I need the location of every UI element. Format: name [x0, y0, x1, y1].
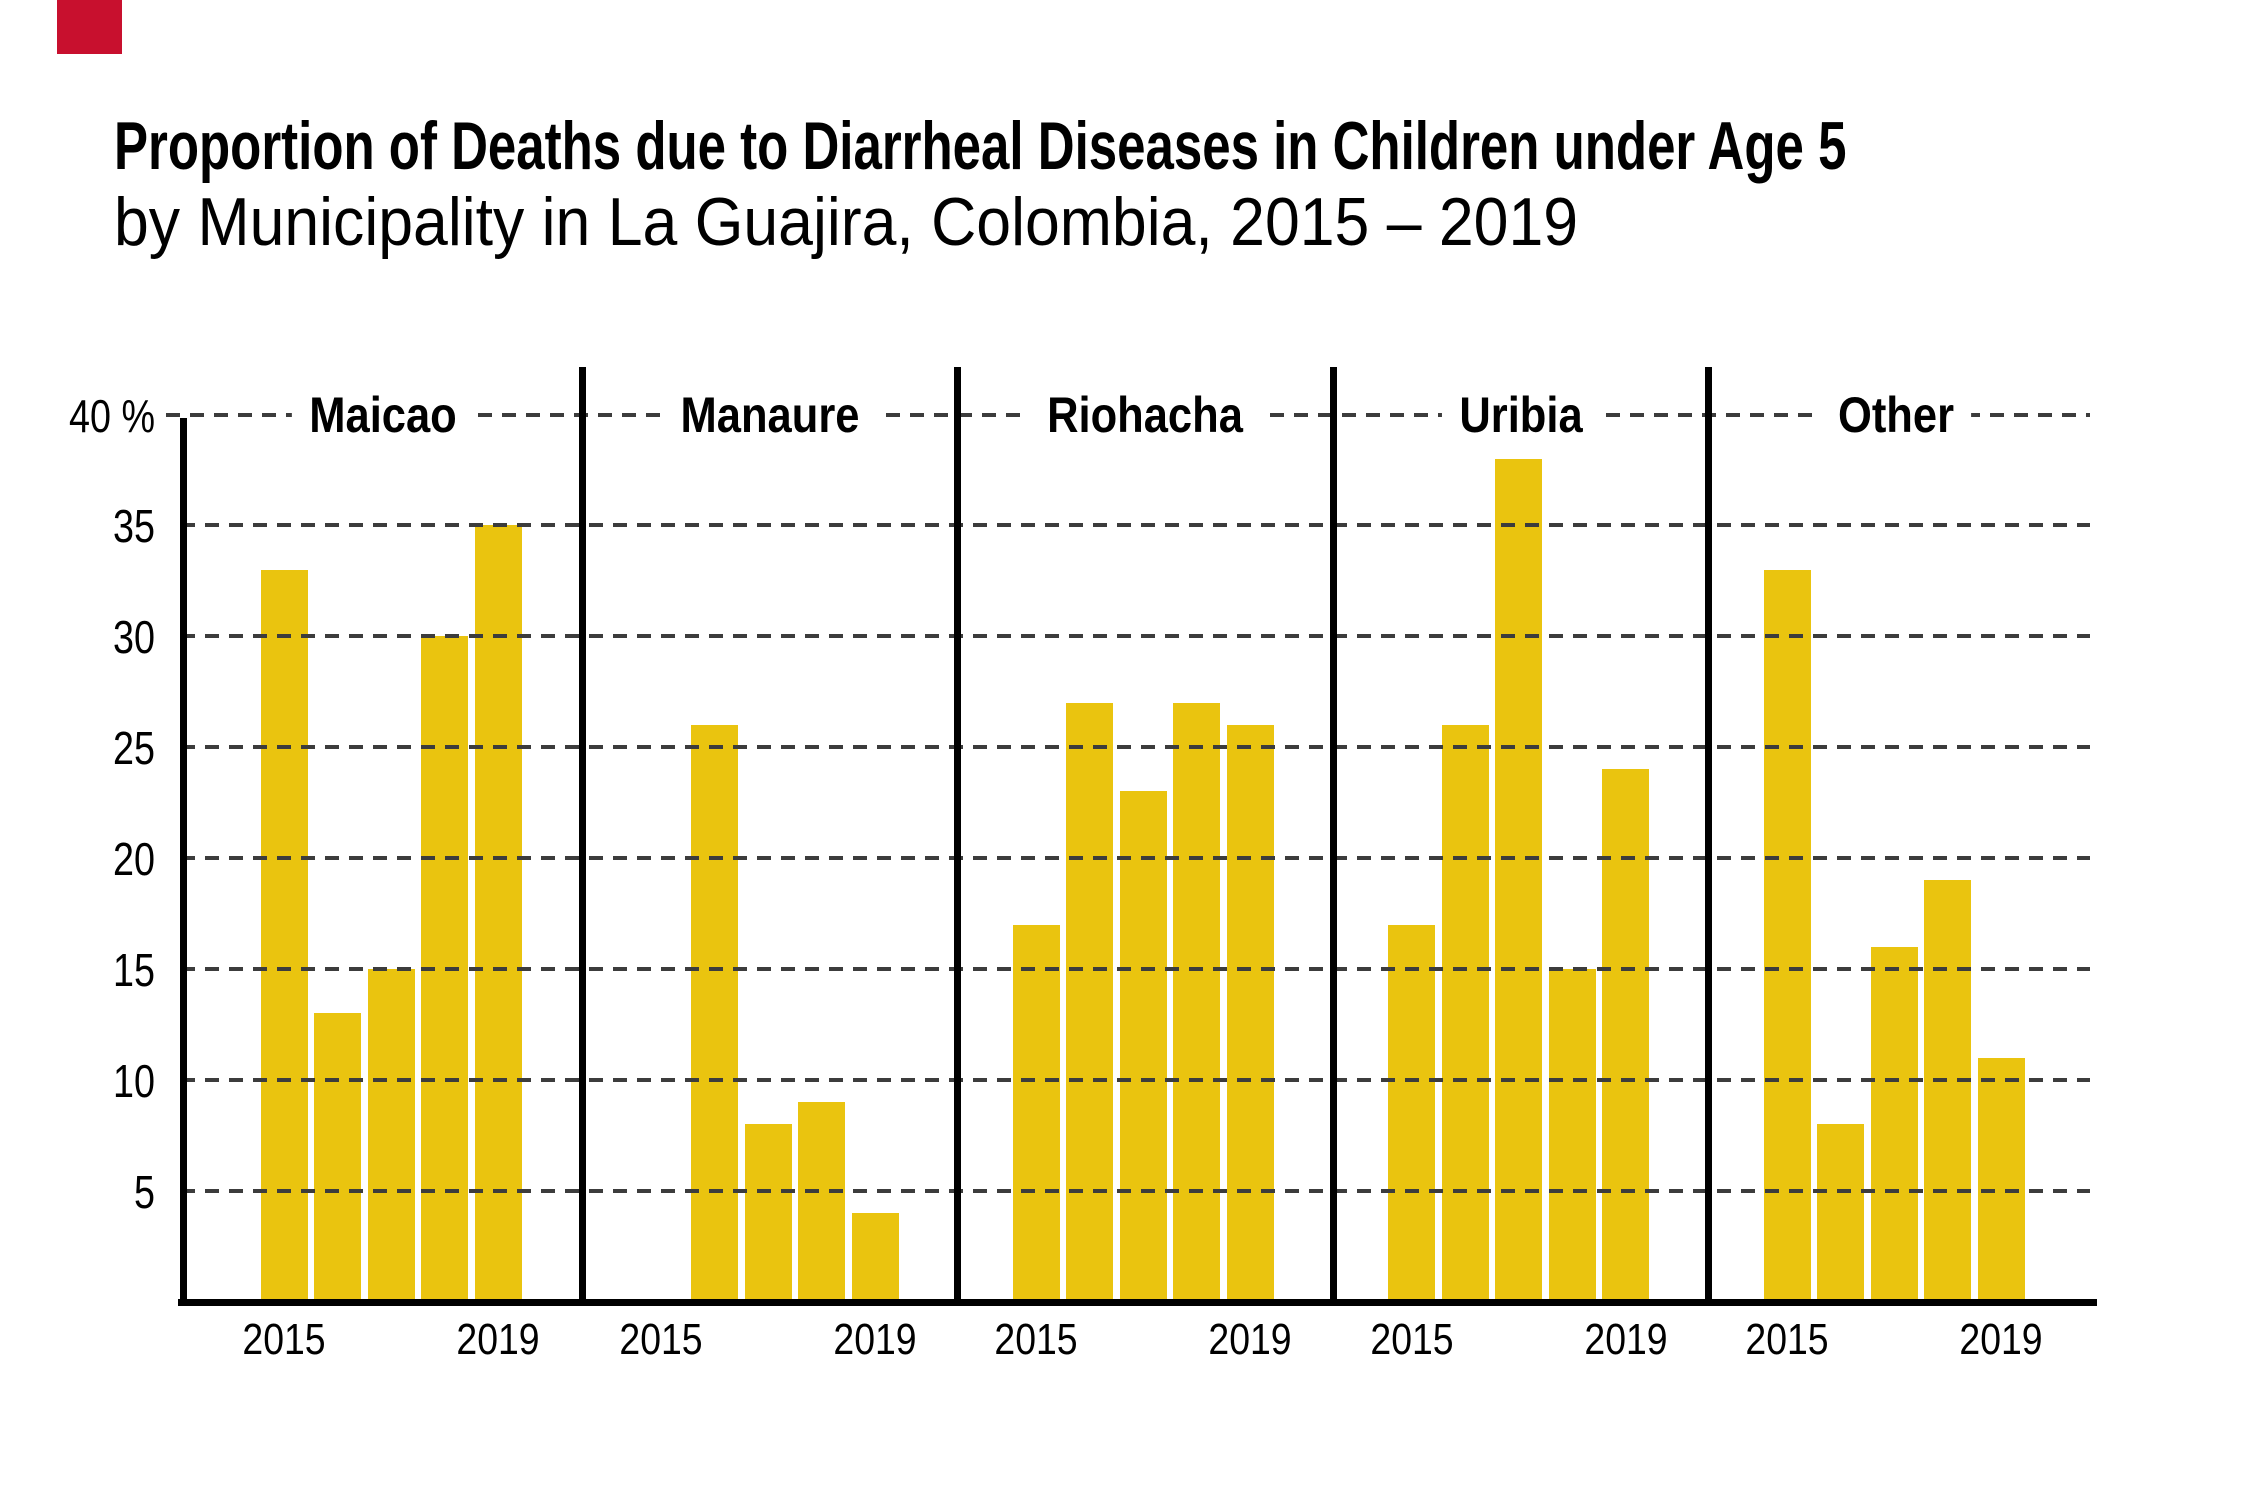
panel-separator	[578, 367, 586, 1306]
bar-uribia-2018	[1548, 968, 1596, 1300]
bar-other-2017	[1870, 946, 1918, 1300]
y-tick-label-10: 10	[113, 1054, 155, 1107]
bar-uribia-2017	[1495, 458, 1543, 1300]
bar-uribia-2016	[1441, 724, 1489, 1300]
y-tick-label-35: 35	[113, 500, 155, 553]
gridline-20	[181, 856, 2090, 860]
x-tick-uribia-2015: 2015	[1369, 1315, 1454, 1364]
y-tick-label-15: 15	[113, 943, 155, 996]
bar-uribia-2015	[1388, 924, 1435, 1300]
bar-riohacha-2015	[1012, 924, 1060, 1300]
bar-riohacha-2016	[1066, 702, 1114, 1300]
brand-logo-square	[57, 0, 122, 54]
panel-separator	[1705, 367, 1712, 1306]
x-tick-riohacha-2019: 2019	[1208, 1315, 1292, 1364]
bar-other-2015	[1763, 569, 1811, 1300]
bar-manaure-2018	[798, 1101, 846, 1300]
y-axis-line	[180, 418, 187, 1306]
gridline-10	[181, 1077, 2090, 1082]
gridline-25	[181, 745, 2090, 750]
bar-manaure-2019	[851, 1212, 899, 1300]
y-tick-label-25: 25	[113, 722, 155, 775]
y-tick-label-40: 40 %	[69, 389, 155, 442]
bar-uribia-2019	[1602, 769, 1650, 1300]
x-tick-riohacha-2015: 2015	[994, 1315, 1078, 1364]
x-tick-maicao-2019: 2019	[456, 1315, 540, 1364]
x-tick-manaure-2015: 2015	[619, 1315, 703, 1364]
chart-title: Proportion of Deaths due to Diarrheal Di…	[114, 108, 1847, 184]
x-tick-manaure-2019: 2019	[833, 1315, 917, 1364]
panel-separator	[1329, 367, 1337, 1306]
bar-maicao-2016	[314, 1013, 362, 1300]
bar-maicao-2015	[260, 569, 308, 1300]
x-axis-baseline	[178, 1299, 2097, 1306]
panel-header-maicao: Maicao	[291, 390, 474, 440]
gridline-5	[181, 1188, 2090, 1193]
bar-manaure-2017	[744, 1124, 792, 1300]
y-tick-label-30: 30	[113, 611, 155, 664]
panel-header-other: Other	[1820, 390, 1972, 440]
bar-other-2016	[1817, 1124, 1865, 1300]
bar-manaure-2016	[691, 724, 739, 1300]
panel-separator	[954, 367, 961, 1306]
bar-other-2018	[1924, 880, 1972, 1300]
panel-header-uribia: Uribia	[1441, 390, 1600, 440]
x-tick-other-2015: 2015	[1745, 1315, 1829, 1364]
chart-subtitle: by Municipality in La Guajira, Colombia,…	[114, 184, 1579, 260]
x-tick-other-2019: 2019	[1959, 1315, 2043, 1364]
bar-riohacha-2019	[1226, 724, 1274, 1300]
bar-riohacha-2018	[1173, 702, 1221, 1300]
bar-other-2019	[1977, 1057, 2025, 1300]
gridline-30	[181, 634, 2090, 639]
y-tick-label-5: 5	[134, 1165, 155, 1218]
gridline-35	[181, 523, 2090, 528]
x-tick-uribia-2019: 2019	[1584, 1315, 1668, 1364]
panel-header-manaure: Manaure	[662, 390, 877, 440]
y-tick-label-20: 20	[113, 833, 155, 885]
bar-maicao-2017	[367, 968, 415, 1300]
x-tick-maicao-2015: 2015	[242, 1315, 326, 1364]
bar-riohacha-2017	[1119, 791, 1167, 1300]
panel-header-riohacha: Riohacha	[1029, 390, 1261, 440]
bar-maicao-2019	[474, 525, 522, 1300]
gridline-15	[181, 966, 2090, 971]
